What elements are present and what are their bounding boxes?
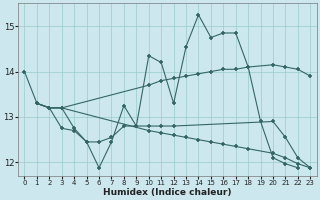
X-axis label: Humidex (Indice chaleur): Humidex (Indice chaleur) — [103, 188, 232, 197]
